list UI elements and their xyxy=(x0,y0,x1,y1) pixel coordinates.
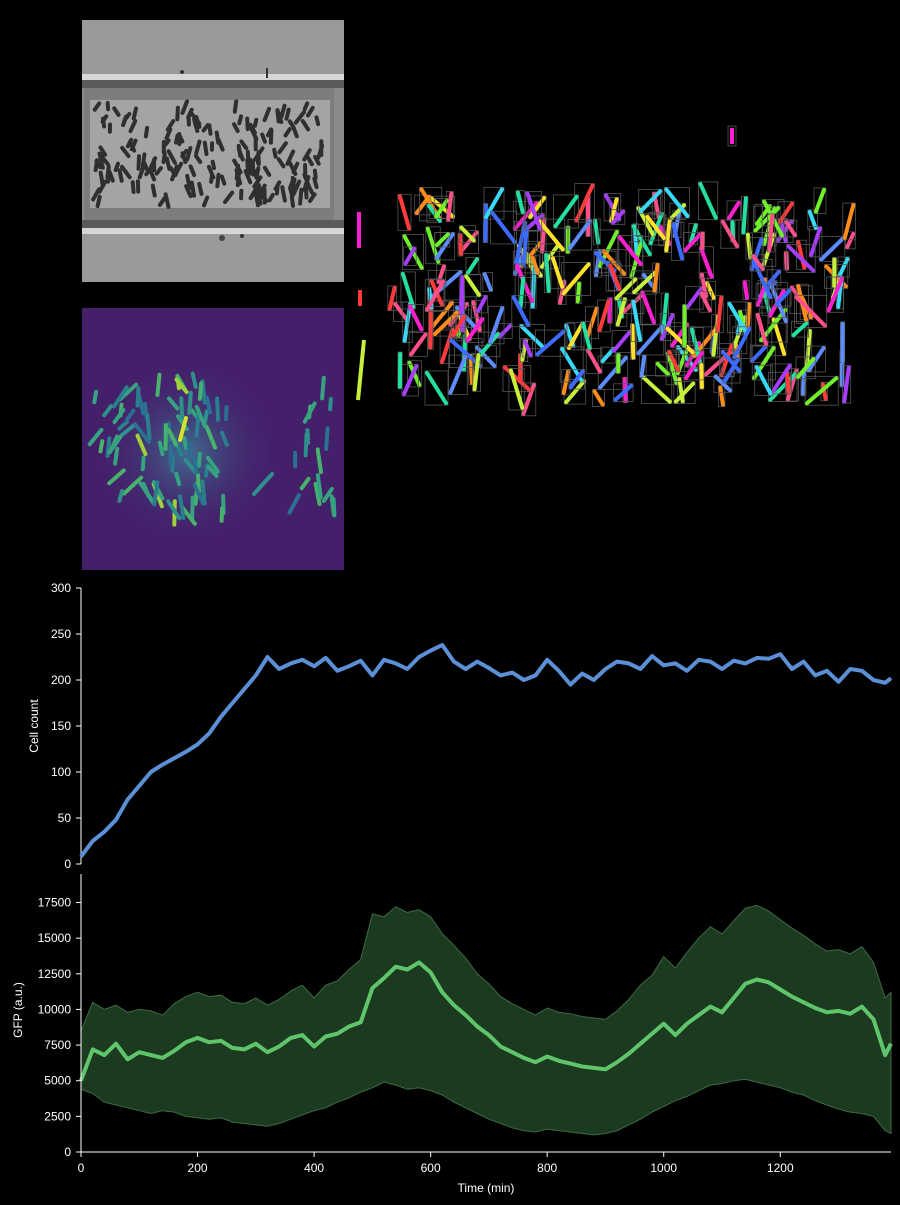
gfp-chart: 0 2500 5000 7500 10000 12500 15000 17500 0 200 40… xyxy=(11,874,891,1195)
gfp-y-tick-label: 15000 xyxy=(38,931,72,945)
cell-count-y-tick-label: 0 xyxy=(64,857,71,871)
gfp-y-tick-label: 7500 xyxy=(44,1038,71,1052)
gfp-x-tick-label: 1200 xyxy=(767,1161,794,1175)
gfp-fluorescence-micrograph-icon xyxy=(82,308,344,570)
gfp-range-band xyxy=(81,905,891,1135)
cell-segmentation-overlay-icon xyxy=(352,120,862,420)
gfp-x-tick-label: 400 xyxy=(304,1161,324,1175)
gfp-y-tick-label: 17500 xyxy=(38,896,72,910)
gfp-x-label: Time (min) xyxy=(458,1181,515,1195)
cell-count-y-tick-label: 250 xyxy=(51,627,71,641)
gfp-x-tick-label: 600 xyxy=(421,1161,441,1175)
time-series-plots: 0 50 100 150 200 250 300 Cell count 0 2500 5000 7… xyxy=(0,570,900,1200)
phase-contrast-micrograph-icon xyxy=(82,20,344,282)
fluorescence-image xyxy=(82,308,344,570)
cell-count-y-tick-label: 100 xyxy=(51,765,71,779)
gfp-x-tick-label: 0 xyxy=(78,1161,85,1175)
phase-contrast-image xyxy=(82,20,344,282)
cell-count-series-line xyxy=(81,645,891,857)
cell-count-y-tick-label: 50 xyxy=(58,811,72,825)
gfp-y-tick-label: 2500 xyxy=(44,1109,71,1123)
gfp-x-tick-label: 1000 xyxy=(650,1161,677,1175)
gfp-y-label: GFP (a.u.) xyxy=(11,982,25,1038)
plots-svg: 0 50 100 150 200 250 300 Cell count 0 2500 5000 7… xyxy=(0,570,900,1200)
cell-count-y-label: Cell count xyxy=(27,699,41,753)
gfp-y-tick-label: 0 xyxy=(64,1145,71,1159)
gfp-y-tick-label: 5000 xyxy=(44,1074,71,1088)
cell-count-y-tick-label: 200 xyxy=(51,673,71,687)
gfp-y-tick-label: 10000 xyxy=(38,1002,72,1016)
gfp-x-tick-label: 800 xyxy=(537,1161,557,1175)
gfp-x-tick-label: 200 xyxy=(188,1161,208,1175)
cell-count-chart: 0 50 100 150 200 250 300 Cell count xyxy=(27,581,891,871)
cell-count-y-tick-label: 150 xyxy=(51,719,71,733)
gfp-y-tick-label: 12500 xyxy=(38,967,72,981)
segmentation-image xyxy=(352,120,862,420)
cell-count-y-tick-label: 300 xyxy=(51,581,71,595)
